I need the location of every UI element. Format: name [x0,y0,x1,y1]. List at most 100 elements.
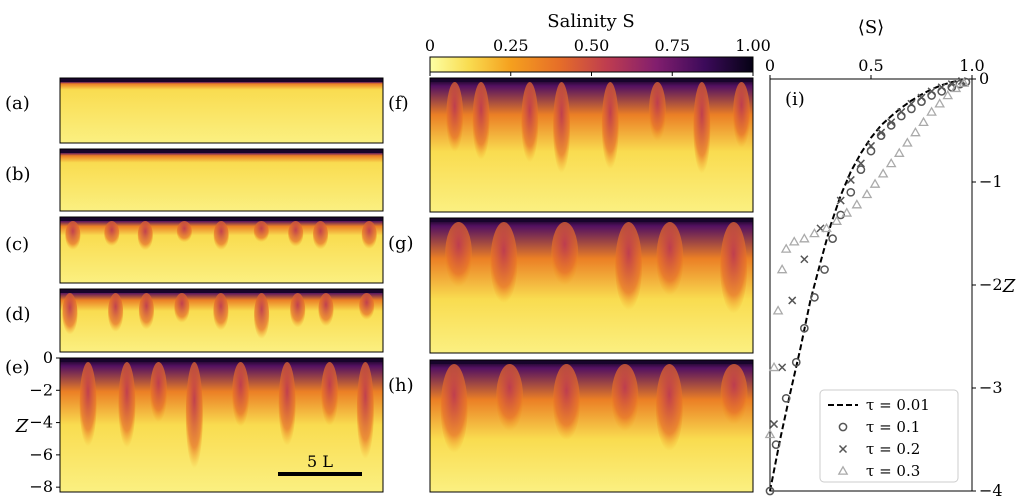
data-point [927,87,936,96]
data-point [799,323,809,333]
series-0 [769,78,969,492]
chart-xtick-label: 0 [765,56,775,75]
plume [290,293,306,328]
series-3 [764,77,970,439]
data-point [887,118,896,127]
plume [655,364,683,451]
plume [79,362,97,447]
panel-label: (d) [5,304,31,325]
top-boundary [60,289,383,293]
plume [720,364,748,425]
plume [440,364,468,453]
chart-ytick-label: −3 [979,378,1003,397]
data-point [893,147,905,157]
colorbar-tick-label: 0.25 [493,36,529,55]
panel-label: (c) [5,234,29,255]
panel-field [60,149,383,211]
data-point [910,127,921,137]
plume [174,293,190,323]
simulation-panels: (a) (b) (c) (d) (e) (f) (g) (h) [5,77,754,493]
plume [472,82,490,160]
legend-swatch [837,465,849,475]
panel-f: (f) [388,77,754,213]
data-point [772,305,784,315]
top-boundary [60,217,383,221]
chart-ytick-label: −2 [979,275,1003,294]
data-point [788,236,800,246]
chart-xtick-label: 1.0 [959,56,984,75]
chart-ytick-label: 0 [979,69,989,88]
data-point [942,89,954,100]
panel-e-axis: Z 0 −2 −4 −6 −8 5 L [15,348,362,496]
plume [318,293,334,327]
plume [62,293,78,335]
top-boundary [430,218,753,222]
plume [254,293,270,339]
chart-ytick-label: −4 [979,481,1003,500]
panel-field [430,360,753,492]
legend-entry: τ = 0.2 [866,440,920,458]
data-point [770,420,779,429]
data-point [765,486,775,496]
plume [720,222,748,314]
data-point [791,357,801,367]
data-point [776,264,788,274]
data-point [907,99,916,108]
colorbar-tick-label: 0 [425,36,435,55]
plume [615,222,643,311]
panel-label: (e) [5,357,30,378]
panel-g: (g) [388,217,754,354]
data-point [851,199,863,209]
panel-label: (a) [5,93,30,114]
plume [253,221,269,243]
panel-frame [59,288,384,353]
legend-swatch [838,444,848,454]
plume [733,82,750,148]
top-boundary [430,360,753,364]
chart-panel-label: (i) [785,89,805,110]
panel-a: (a) [5,77,384,144]
data-point [846,175,855,184]
panel-c: (c) [5,216,384,284]
panel-e-tick-label: −2 [29,380,53,399]
chart-xticks: 0 0.5 1.0 [765,56,985,79]
colorbar-tick-label: 1.00 [735,36,771,55]
data-point [926,106,937,116]
chart-xtick-label: 0.5 [858,56,883,75]
data-point [856,165,866,174]
data-point [866,141,876,150]
top-boundary [430,78,753,82]
plume [359,293,375,320]
colorbar-tick-label: 0.50 [574,36,610,55]
panel-frame [59,216,384,284]
chart-xlabel: ⟨S⟩ [858,17,884,38]
plume [176,221,192,243]
plume [137,221,153,251]
data-point [861,188,873,199]
panel-e-tick-label: −6 [29,445,53,464]
data-point [918,116,929,127]
panel-label: (f) [388,93,409,114]
chart-ytick-label: −1 [979,172,1003,191]
plume [138,293,154,330]
chart-series [764,77,971,496]
top-boundary [60,149,383,153]
plume [490,222,518,303]
panel-label: (g) [388,233,414,254]
panel-label: (b) [5,164,31,185]
plume [65,221,81,250]
chart-legend: τ = 0.01 τ = 0.1 τ = 0.2 τ = 0.3 [819,389,959,483]
colorbar-gradient [429,56,754,73]
panel-frame [59,357,384,493]
colorbar-ticks: 0 0.25 0.50 0.75 1.00 [425,36,771,76]
plume [648,82,666,142]
plume [356,362,374,459]
data-point [877,168,889,178]
plume [553,364,580,441]
data-point [799,233,810,243]
series-line [769,78,969,492]
data-point [780,243,792,253]
legend-swatch [838,422,848,432]
data-point [841,207,853,217]
data-point [820,265,829,274]
